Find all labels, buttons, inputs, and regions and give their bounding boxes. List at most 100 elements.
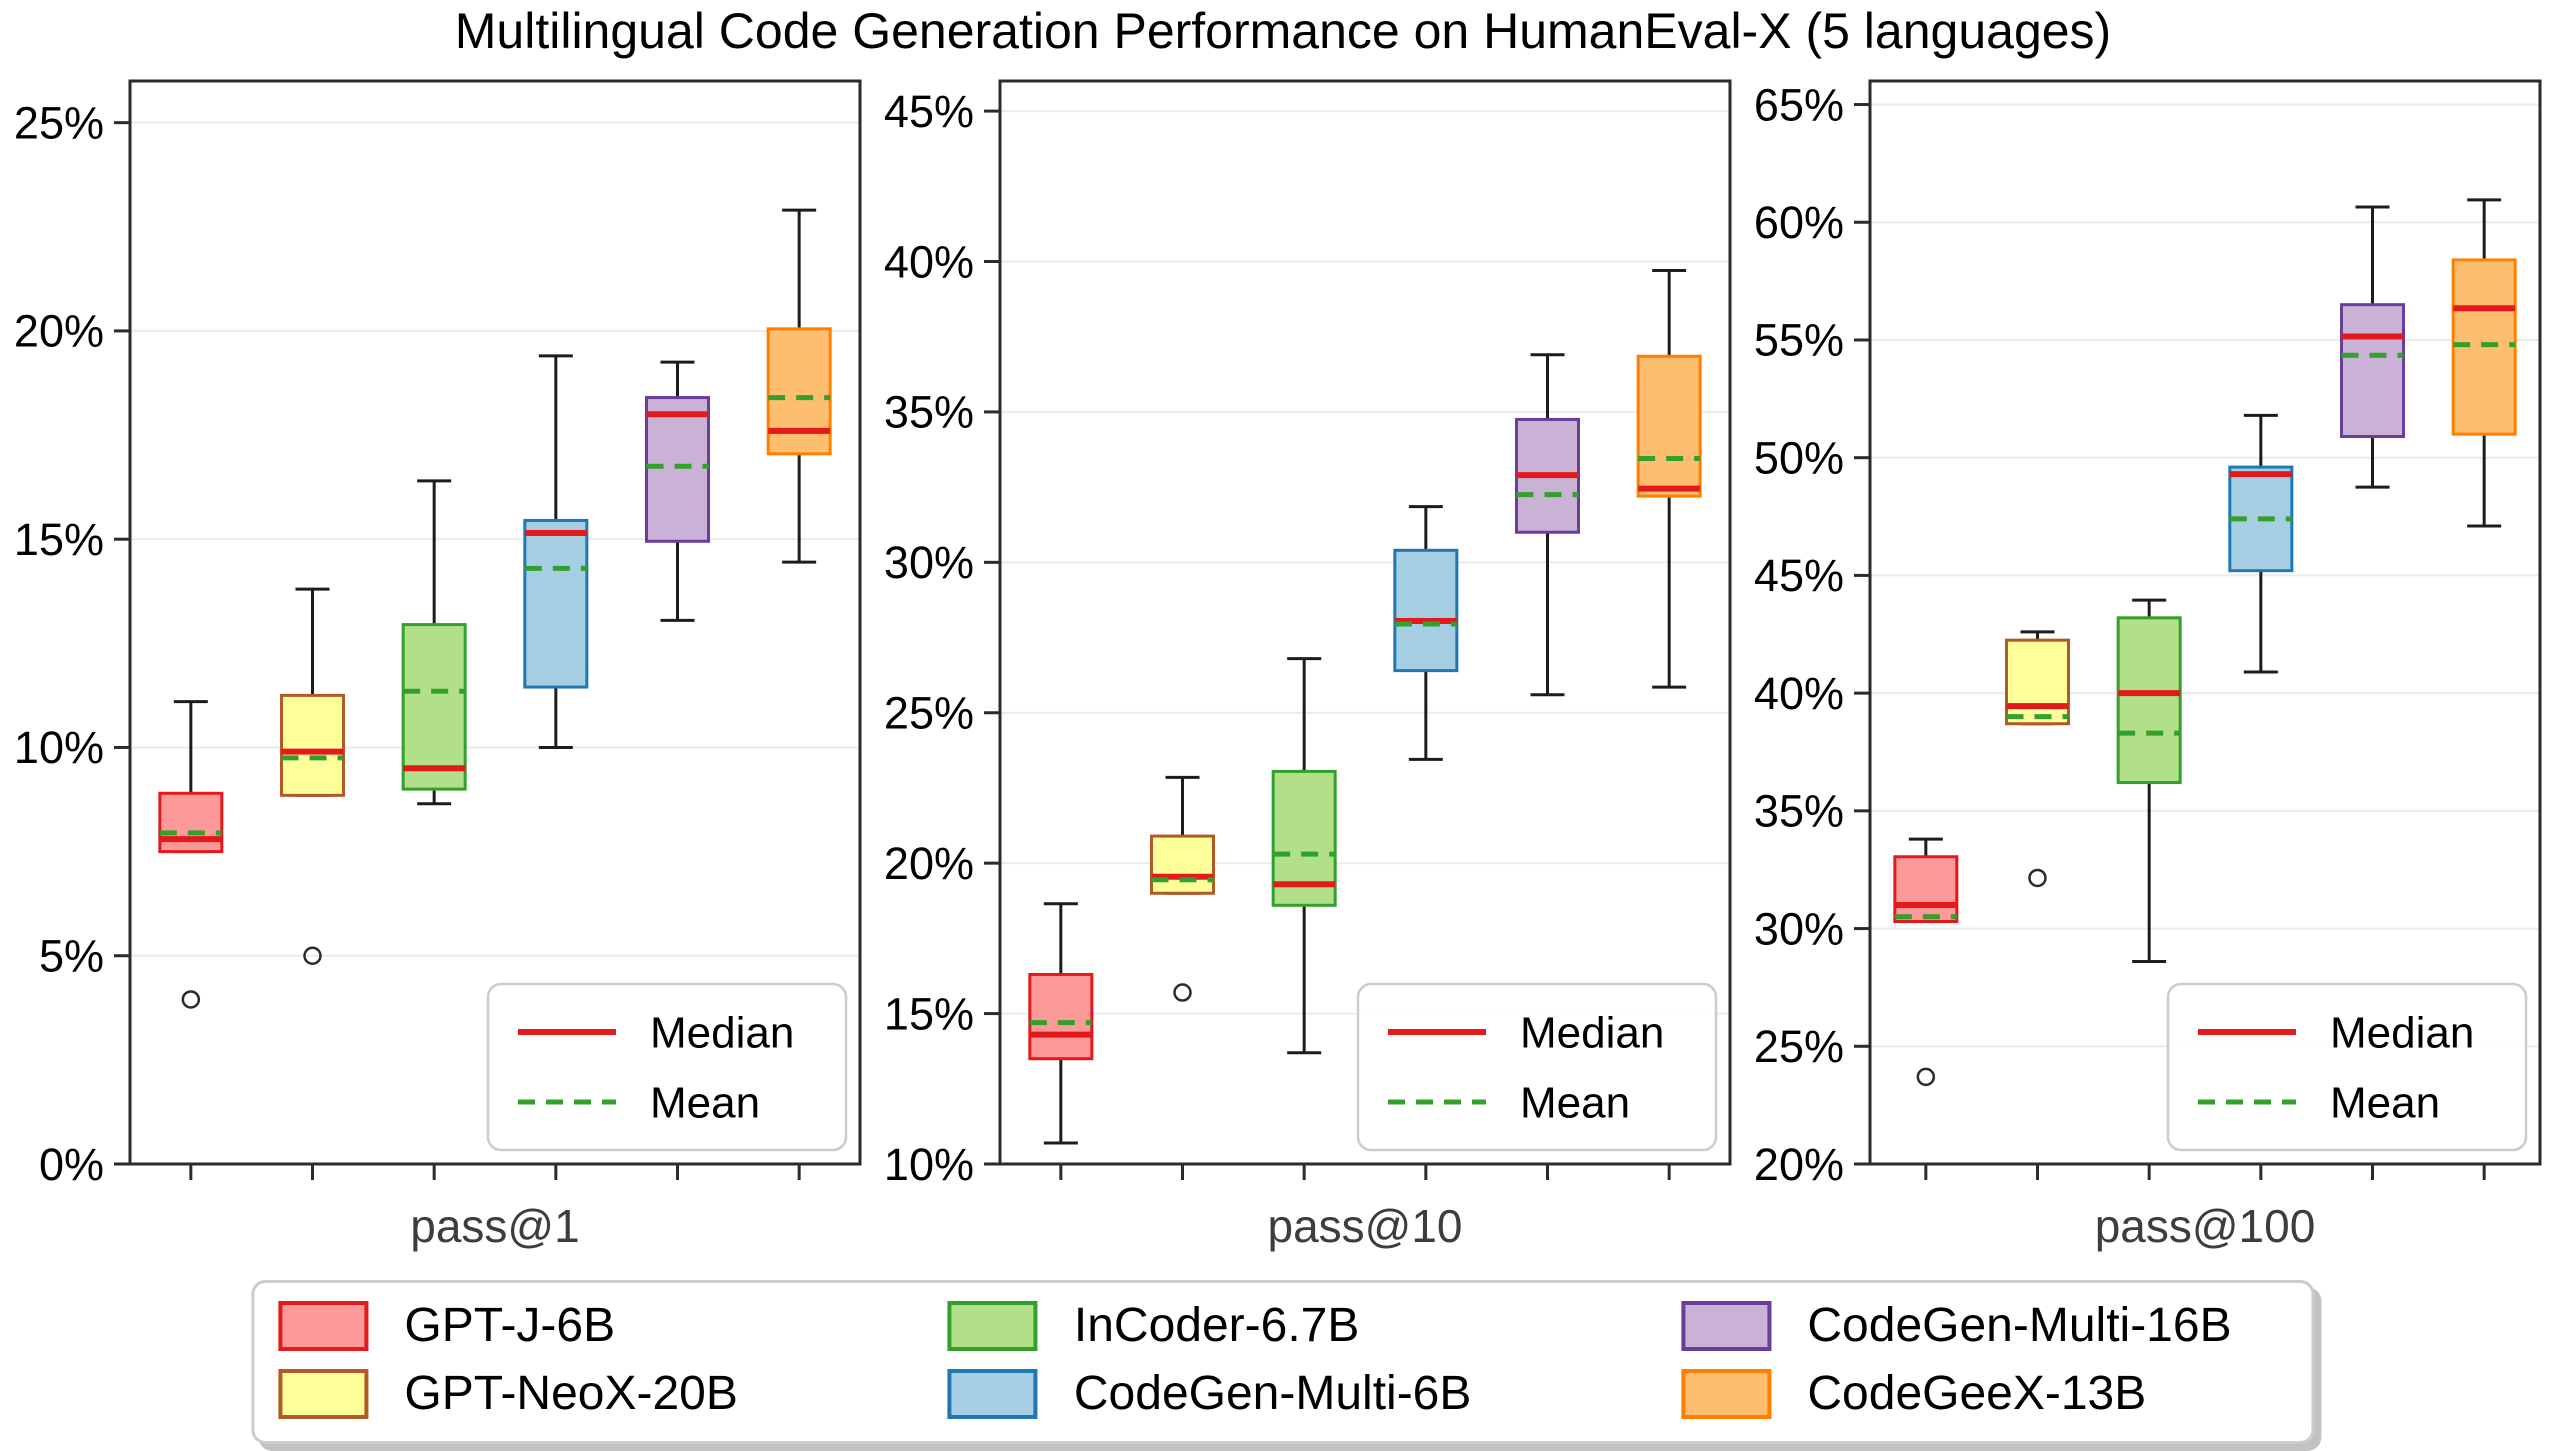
iqr-box	[1150, 834, 1215, 895]
median-legend-label: Median	[1520, 1008, 1664, 1057]
legend-swatch	[278, 1301, 369, 1351]
inline-legend-frame	[1356, 982, 1718, 1152]
y-tick-label: 45%	[1754, 550, 1844, 601]
y-tick-label: 30%	[884, 537, 974, 588]
x-axis-label: pass@100	[2095, 1200, 2316, 1252]
y-tick-label: 5%	[39, 930, 104, 981]
box-codegen-multi-16b	[2340, 205, 2405, 489]
box-incoder-6-7b	[401, 479, 467, 806]
median-legend-label: Median	[2330, 1008, 2474, 1057]
iqr-box	[1393, 548, 1459, 673]
legend-swatch	[1681, 1301, 1772, 1351]
box-incoder-6-7b	[2116, 598, 2182, 964]
axes-spine	[998, 79, 1732, 1166]
box-incoder-6-7b	[1271, 657, 1337, 1055]
legend-item-codegen-multi-16b: CodeGen-Multi-16B	[1681, 1299, 2232, 1352]
y-tick-label: 0%	[39, 1139, 104, 1190]
y-tick-label: 60%	[1754, 197, 1844, 248]
y-tick-label: 15%	[884, 988, 974, 1039]
box-codegen-multi-6b	[523, 354, 589, 749]
inline-legend: Median Mean	[2166, 982, 2528, 1152]
box-gpt-j-6b	[1028, 902, 1094, 1145]
y-tick-label: 20%	[1754, 1139, 1844, 1190]
legend-label: CodeGen-Multi-6B	[1073, 1367, 1472, 1420]
outlier-point	[1916, 1067, 1936, 1087]
box-codegeex-13b	[1636, 269, 1702, 689]
legend-swatch	[1681, 1369, 1772, 1419]
legend-item-incoder-6-7b: InCoder-6.7B	[947, 1301, 1472, 1351]
y-tick-label: 55%	[1754, 315, 1844, 366]
iqr-box	[401, 623, 467, 791]
y-tick-label: 20%	[884, 838, 974, 889]
box-codegen-multi-16b	[645, 360, 710, 622]
subplot-pass-100: 20% 25% 30% 35% 40% 45% 50% 55% 60% 65% Median Mean…	[1754, 79, 2542, 1252]
outlier-point	[1173, 983, 1192, 1002]
y-tick-label: 45%	[884, 86, 974, 137]
iqr-box	[2340, 303, 2405, 439]
iqr-box	[280, 693, 345, 797]
x-axis-label: pass@10	[1267, 1200, 1462, 1252]
axes-spine	[128, 79, 862, 1166]
outlier-point	[303, 946, 322, 965]
inline-legend: Median Mean	[1356, 982, 1718, 1152]
inline-legend-frame	[486, 982, 848, 1152]
median-legend-label: Median	[650, 1008, 794, 1057]
iqr-box	[2116, 616, 2182, 785]
subplot-pass-10: 10% 15% 20% 25% 30% 35% 40% 45% Median Mean pass@1…	[884, 79, 1732, 1252]
y-tick-label: 20%	[14, 306, 104, 357]
inline-legend: Median Mean	[486, 982, 848, 1152]
outlier-point	[2028, 868, 2047, 888]
inline-legend-frame	[2166, 982, 2528, 1152]
box-gpt-j-6b	[158, 700, 224, 1009]
iqr-box	[1636, 354, 1702, 498]
y-tick-label: 30%	[1754, 903, 1844, 954]
legend-swatch	[947, 1301, 1038, 1351]
legend-item-gpt-j-6b: GPT-J-6B	[278, 1301, 737, 1351]
y-tick-label: 35%	[1754, 786, 1844, 837]
axes-spine	[1868, 79, 2542, 1166]
y-tick-label: 65%	[1754, 79, 1844, 130]
y-tick-label: 15%	[14, 514, 104, 565]
box-codegen-multi-6b	[1393, 505, 1459, 761]
y-tick-label: 40%	[1754, 668, 1844, 719]
iqr-box	[1028, 972, 1094, 1061]
mean-legend-label: Mean	[2330, 1078, 2440, 1127]
box-gpt-neox-20b	[1150, 775, 1215, 1002]
mean-legend-label: Mean	[1520, 1078, 1630, 1127]
y-tick-label: 25%	[884, 688, 974, 739]
legend-label: GPT-J-6B	[404, 1299, 616, 1352]
model-legend: GPT-J-6B GPT-NeoX-20B InCoder-6.7B CodeG…	[251, 1280, 2315, 1444]
box-codegeex-13b	[766, 208, 832, 564]
legend-label: CodeGen-Multi-16B	[1807, 1299, 2232, 1352]
mean-legend-label: Mean	[650, 1078, 760, 1127]
legend-item-codegeex-13b: CodeGeeX-13B	[1681, 1369, 2231, 1419]
legend-label: GPT-NeoX-20B	[404, 1367, 738, 1420]
legend-label: CodeGeeX-13B	[1807, 1367, 2147, 1420]
chart-title: Multilingual Code Generation Performance…	[454, 3, 2112, 59]
box-codegen-multi-6b	[2228, 413, 2294, 674]
iqr-box	[766, 327, 832, 456]
y-tick-label: 40%	[884, 236, 974, 287]
iqr-box	[2005, 638, 2070, 726]
y-tick-label: 10%	[14, 722, 104, 773]
iqr-box	[645, 396, 710, 543]
y-tick-label: 50%	[1754, 432, 1844, 483]
legend-item-gpt-neox-20b: GPT-NeoX-20B	[278, 1367, 738, 1420]
y-tick-label: 35%	[884, 387, 974, 438]
box-gpt-j-6b	[1893, 837, 1959, 1087]
box-gpt-neox-20b	[2005, 630, 2070, 888]
box-codegeex-13b	[2451, 198, 2517, 528]
x-axis-label: pass@1	[410, 1200, 579, 1252]
legend-swatch	[947, 1369, 1038, 1419]
box-codegen-multi-16b	[1515, 353, 1580, 697]
subplot-pass-1: 0% 5% 10% 15% 20% 25% Median Mean pass@1	[14, 79, 862, 1252]
iqr-box	[523, 518, 589, 689]
y-tick-label: 25%	[14, 97, 104, 148]
y-tick-label: 25%	[1754, 1021, 1844, 1072]
box-gpt-neox-20b	[280, 587, 345, 965]
iqr-box	[1893, 855, 1959, 924]
legend-item-codegen-multi-6b: CodeGen-Multi-6B	[947, 1367, 1472, 1420]
y-tick-label: 10%	[884, 1139, 974, 1190]
legend-swatch	[278, 1369, 369, 1419]
